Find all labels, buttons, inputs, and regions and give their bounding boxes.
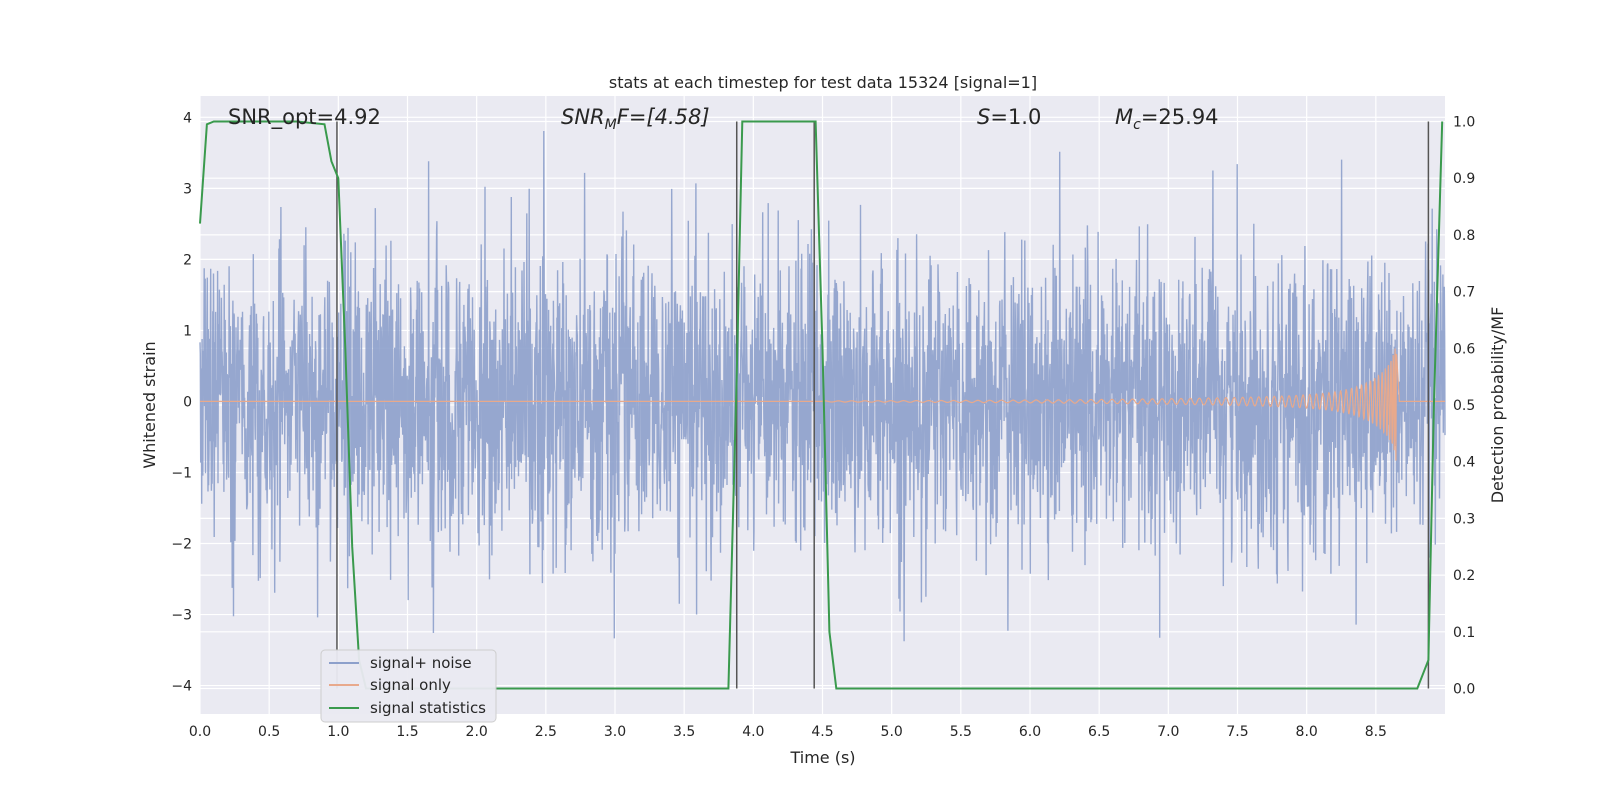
annotation-s: S=1.0 — [977, 105, 1041, 129]
y2-tick-label: 0.5 — [1453, 398, 1475, 414]
signal-only-line — [200, 348, 1445, 461]
annotation-mc-value: =25.94 — [1141, 105, 1219, 129]
legend: signal+ noise signal only signal statist… — [320, 649, 497, 723]
y-tick-label: −2 — [171, 537, 192, 553]
y2-tick-label: 0.3 — [1453, 511, 1475, 527]
annotation-s-symbol: S — [977, 105, 990, 129]
y2-tick-label: 1.0 — [1453, 115, 1475, 131]
annotation-snr-mf: SNRMF=[4.58] — [561, 105, 710, 133]
x-tick-label: 3.5 — [673, 724, 695, 740]
x-tick-label: 1.5 — [396, 724, 418, 740]
y2-tick-label: 0.7 — [1453, 285, 1475, 301]
y-tick-label: 4 — [183, 110, 192, 126]
x-tick-label: 0.0 — [189, 724, 211, 740]
y-tick-label: 1 — [183, 323, 192, 339]
x-tick-label: 4.0 — [742, 724, 764, 740]
x-tick-label: 8.5 — [1365, 724, 1387, 740]
x-tick-label: 7.5 — [1226, 724, 1248, 740]
y2-tick-label: 0.2 — [1453, 568, 1475, 584]
signal-statistics-line — [199, 120, 1444, 690]
y2-tick-label: 0.9 — [1453, 171, 1475, 187]
x-tick-label: 1.0 — [327, 724, 349, 740]
series-signal-only — [200, 348, 1445, 461]
x-tick-label: 8.0 — [1296, 724, 1318, 740]
y-tick-label: −1 — [171, 465, 192, 481]
y2-tick-label: 0.0 — [1453, 681, 1475, 697]
x-tick-label: 2.5 — [535, 724, 557, 740]
x-tick-label: 5.0 — [881, 724, 903, 740]
legend-label-signal-only: signal only — [370, 676, 451, 694]
x-axis-title: Time (s) — [789, 748, 855, 767]
y2-axis-title: Detection probability/MF — [1488, 307, 1507, 504]
x-axis-ticks: 0.0 0.5 1.0 1.5 2.0 2.5 3.0 3.5 4.0 4.5 5.0 5.5 6.0 6… — [189, 724, 1387, 740]
annotation-mc-subscript: c — [1133, 117, 1141, 133]
legend-box — [320, 649, 497, 723]
x-tick-label: 4.5 — [811, 724, 833, 740]
x-tick-label: 6.5 — [1088, 724, 1110, 740]
annotation-s-value: =1.0 — [990, 105, 1041, 129]
legend-label-signal-statistics: signal statistics — [370, 699, 486, 717]
annotation-snr-opt: SNR_opt=4.92 — [228, 105, 381, 130]
series-signal-statistics — [199, 120, 1444, 690]
y-tick-label: 2 — [183, 252, 192, 268]
x-tick-label: 6.0 — [1019, 724, 1041, 740]
y-tick-label: −3 — [171, 608, 192, 624]
y2-tick-label: 0.1 — [1453, 625, 1475, 641]
legend-label-signal-plus-noise: signal+ noise — [370, 654, 472, 672]
annotation-mc: Mc=25.94 — [1115, 105, 1219, 133]
y2-tick-label: 0.6 — [1453, 341, 1475, 357]
x-tick-label: 2.0 — [466, 724, 488, 740]
annotation-snr-mf-symbol: SNR — [561, 105, 605, 129]
y-tick-label: 3 — [183, 181, 192, 197]
x-tick-label: 3.0 — [604, 724, 626, 740]
x-tick-label: 0.5 — [258, 724, 280, 740]
annotation-snr-mf-value: F=[4.58] — [617, 105, 710, 129]
annotation-snr-mf-subscript: M — [605, 117, 617, 133]
y-tick-label: 0 — [183, 394, 192, 410]
x-tick-label: 5.5 — [950, 724, 972, 740]
y-axis-ticks: 4 3 2 1 0 −1 −2 −3 −4 — [171, 110, 192, 694]
chart-title: stats at each timestep for test data 153… — [609, 73, 1037, 92]
annotation-mc-symbol: M — [1115, 105, 1133, 129]
x-tick-label: 7.0 — [1157, 724, 1179, 740]
y2-axis-ticks: 1.0 0.9 0.8 0.7 0.6 0.5 0.4 0.3 0.2 0.1 0.0 — [1453, 115, 1475, 698]
y-axis-title: Whitened strain — [140, 341, 159, 468]
y-tick-label: −4 — [171, 679, 192, 695]
y2-tick-label: 0.8 — [1453, 228, 1475, 244]
y2-tick-label: 0.4 — [1453, 455, 1475, 471]
